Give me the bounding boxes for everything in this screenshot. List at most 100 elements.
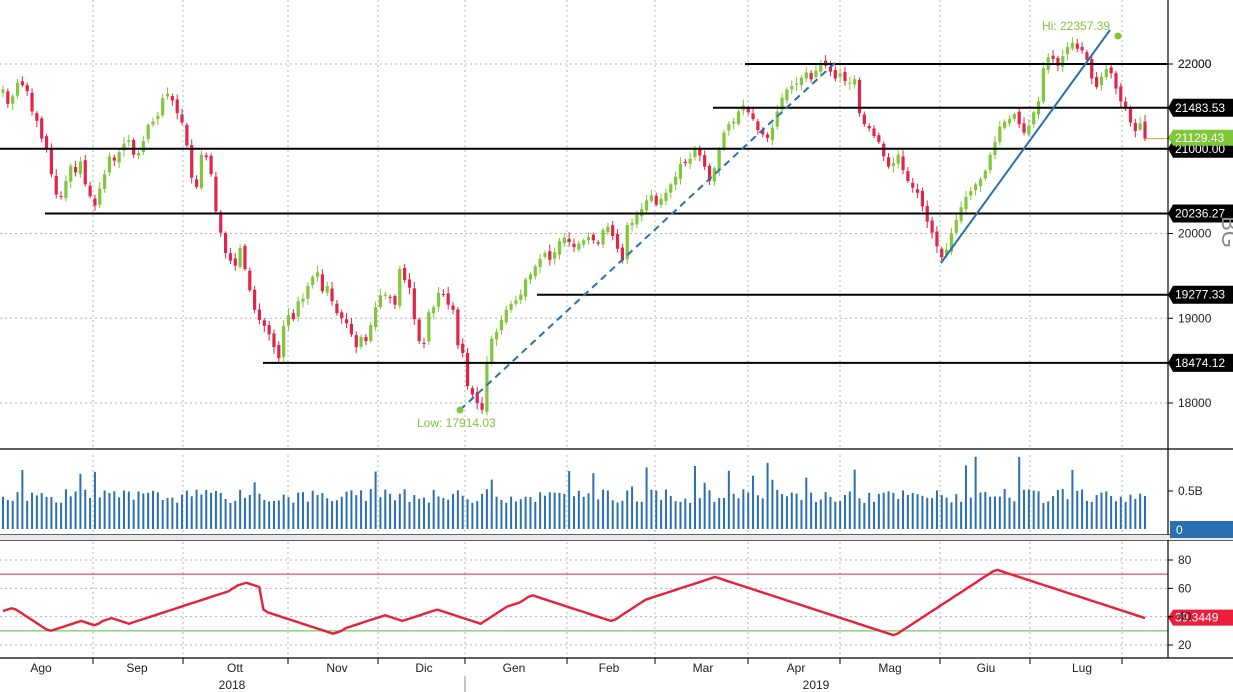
volume-bar: [1032, 490, 1035, 529]
candle-body: [185, 124, 189, 146]
candle-body: [528, 274, 533, 280]
x-month-label: Mar: [693, 661, 714, 675]
candle-body: [509, 303, 513, 310]
candle-body: [906, 171, 910, 181]
candle-body: [451, 305, 455, 310]
volume-bar: [916, 494, 919, 529]
volume-bar: [427, 502, 430, 529]
candle-body: [267, 325, 271, 335]
volume-bar: [340, 496, 343, 529]
candle-body: [935, 231, 939, 247]
volume-bar: [1066, 499, 1069, 529]
volume-bar: [684, 498, 687, 529]
candle-body: [1, 89, 5, 93]
x-month-label: Ott: [227, 661, 244, 675]
candle-body: [717, 148, 721, 170]
volume-bar: [476, 501, 479, 529]
candle-body: [857, 79, 862, 114]
volume-bar: [369, 489, 372, 529]
level-label: 19277.33: [1175, 288, 1225, 302]
volume-bar: [253, 482, 256, 529]
volume-bar: [205, 489, 208, 529]
candle-body: [374, 307, 378, 328]
volume-bar: [964, 465, 967, 529]
volume-bar: [960, 501, 963, 529]
volume-bar: [127, 491, 130, 529]
candle-body: [315, 272, 320, 277]
volume-bar: [74, 491, 77, 529]
volume-bar: [297, 492, 300, 529]
volume-bar: [529, 496, 532, 529]
candle-body: [1051, 55, 1055, 59]
candle-body: [311, 276, 315, 285]
osc-last-badge: [1168, 609, 1233, 626]
x-month-label: Lug: [1072, 661, 1092, 675]
candle-body: [494, 331, 499, 340]
volume-bar: [1027, 489, 1030, 529]
volume-bar: [374, 471, 377, 529]
candle-body: [761, 129, 765, 135]
volume-bar: [137, 491, 140, 529]
candle-body: [688, 158, 692, 164]
volume-bar: [11, 500, 14, 529]
volume-bar: [1095, 495, 1098, 529]
candle-body: [727, 124, 731, 131]
candle-body: [611, 225, 615, 237]
volume-bar: [210, 492, 213, 529]
volume-bar: [1119, 496, 1122, 529]
x-year-label: 2018: [219, 678, 246, 692]
candle-body: [93, 198, 97, 206]
volume-bar: [277, 500, 280, 529]
volume-bar: [1013, 501, 1016, 529]
watermark: BG: [1217, 216, 1233, 248]
candle-body: [151, 121, 155, 125]
candle-body: [1143, 121, 1147, 139]
candle-body: [964, 197, 968, 210]
volume-bar: [1052, 495, 1055, 529]
candle-body: [945, 249, 949, 255]
volume-bar: [452, 493, 455, 529]
candle-body: [107, 156, 112, 173]
candle-body: [170, 96, 174, 101]
volume-bar: [616, 502, 619, 529]
candle-body: [707, 165, 712, 181]
volume-bar: [935, 490, 938, 529]
volume-bar: [892, 492, 895, 529]
volume-bar: [176, 502, 179, 529]
vol-last-badge: [1170, 521, 1233, 538]
volume-bar: [89, 497, 92, 529]
volume-bar: [834, 501, 837, 529]
volume-bar: [1008, 497, 1011, 529]
candle-body: [325, 286, 329, 293]
candle-body: [819, 63, 823, 72]
volume-bar: [190, 496, 193, 529]
volume-bar: [950, 502, 953, 529]
candle-body: [606, 226, 610, 233]
hi-annotation: Hi: 22357.39: [1042, 19, 1110, 33]
volume-bar: [902, 490, 905, 529]
candle-body: [238, 247, 242, 267]
level-label: 18474.12: [1175, 356, 1225, 370]
candle-body: [1099, 76, 1104, 86]
volume-bar: [113, 491, 116, 529]
candle-body: [122, 143, 126, 151]
candle-body: [901, 156, 905, 170]
price-candles: [1, 37, 1168, 416]
volume-bar: [785, 496, 788, 529]
volume-bar: [98, 497, 101, 529]
candle-body: [988, 154, 992, 171]
candle-body: [572, 243, 576, 248]
volume-bar: [69, 496, 72, 529]
volume-bar: [384, 489, 387, 529]
volume-bar: [650, 489, 653, 529]
volume-bar: [122, 490, 125, 529]
volume-bar: [1090, 501, 1093, 529]
volume-bar: [742, 489, 745, 529]
candle-body: [393, 296, 397, 305]
x-month-label: Nov: [326, 661, 347, 675]
volume-bar: [311, 490, 314, 529]
candle-body: [1085, 52, 1089, 60]
volume-bar: [558, 492, 561, 529]
candle-body: [103, 174, 107, 189]
